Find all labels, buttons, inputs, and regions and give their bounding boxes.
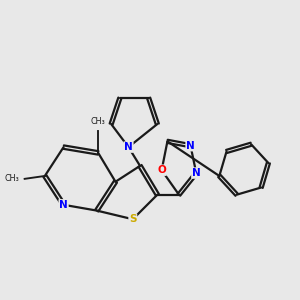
Text: N: N: [192, 168, 201, 178]
Text: CH₃: CH₃: [4, 174, 19, 183]
Text: N: N: [186, 141, 195, 151]
Text: S: S: [129, 214, 136, 224]
Text: N: N: [59, 200, 68, 210]
Text: CH₃: CH₃: [91, 117, 106, 126]
Text: O: O: [157, 165, 166, 175]
Text: N: N: [124, 142, 133, 152]
